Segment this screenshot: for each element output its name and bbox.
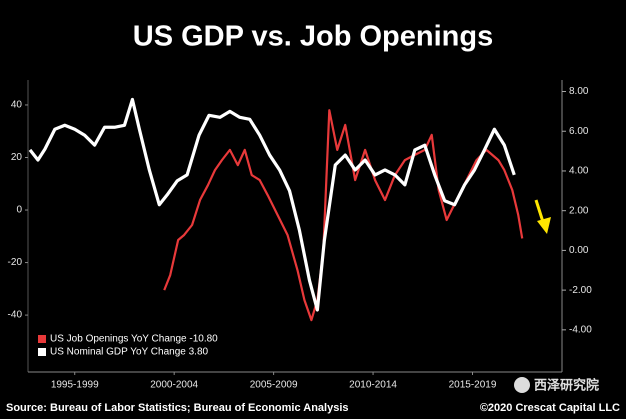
chart-title: US GDP vs. Job Openings xyxy=(133,21,493,53)
source-note: Source: Bureau of Labor Statistics; Bure… xyxy=(6,402,349,414)
legend-label: US Nominal GDP YoY Change 3.80 xyxy=(50,347,209,358)
y2-tick-label: -2.00 xyxy=(569,285,592,296)
y2-tick-label: 8.00 xyxy=(569,86,589,97)
legend-swatch xyxy=(38,348,46,356)
y-tick-label: 0 xyxy=(16,205,22,216)
y-tick-label: -40 xyxy=(8,310,23,321)
y2-tick-label: 4.00 xyxy=(569,166,589,177)
watermark-text: 西泽研究院 xyxy=(534,378,599,394)
y2-tick-label: -4.00 xyxy=(569,324,592,335)
y2-tick-label: 0.00 xyxy=(569,245,589,256)
x-tick-label: 2005-2009 xyxy=(250,380,298,391)
arrow-head xyxy=(537,217,551,234)
x-tick-label: 1995-1999 xyxy=(51,380,99,391)
x-tick-label: 2000-2004 xyxy=(150,380,198,391)
y-tick-label: 20 xyxy=(11,152,23,163)
arrow-shaft xyxy=(534,199,545,223)
annotation-arrow xyxy=(534,199,551,234)
watermark: 西泽研究院 xyxy=(514,377,599,394)
copyright: ©2020 Crescat Capital LLC xyxy=(480,402,620,414)
legend-swatch xyxy=(38,335,46,343)
x-tick-label: 2010-2014 xyxy=(349,380,397,391)
y-tick-label: 40 xyxy=(11,100,23,111)
series-line xyxy=(28,97,516,312)
y-tick-label: -20 xyxy=(8,257,23,268)
y2-tick-label: 2.00 xyxy=(569,205,589,216)
legend-label: US Job Openings YoY Change -10.80 xyxy=(50,334,218,345)
x-tick-label: 2015-2019 xyxy=(449,380,497,391)
y2-tick-label: 6.00 xyxy=(569,126,589,137)
watermark-icon xyxy=(514,377,530,393)
